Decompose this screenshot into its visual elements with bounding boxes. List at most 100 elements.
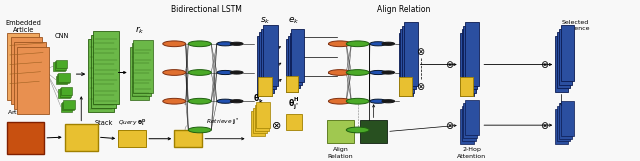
Circle shape (163, 41, 186, 47)
Bar (10, 37, 42, 104)
Bar (556, 109, 568, 144)
Text: $\otimes$: $\otimes$ (540, 59, 550, 70)
Bar (93, 31, 119, 104)
Circle shape (188, 127, 211, 133)
Bar (327, 120, 354, 143)
Bar (463, 26, 477, 89)
Text: Align: Align (333, 147, 348, 152)
Bar (261, 29, 276, 89)
Bar (465, 100, 479, 135)
Bar (399, 77, 412, 96)
Circle shape (163, 98, 186, 104)
Bar (61, 103, 72, 112)
Bar (255, 105, 269, 131)
Bar (257, 102, 271, 128)
Bar (559, 104, 572, 139)
Circle shape (346, 98, 369, 104)
Text: $\mathbf{\theta_{j^*}^H}$: $\mathbf{\theta_{j^*}^H}$ (288, 96, 300, 112)
Circle shape (346, 127, 369, 133)
Circle shape (230, 100, 243, 103)
Bar (8, 122, 44, 154)
Bar (174, 130, 202, 147)
Bar (559, 29, 572, 85)
Circle shape (230, 42, 243, 45)
Bar (557, 32, 570, 88)
Bar (130, 47, 148, 100)
Bar (263, 25, 278, 86)
Bar (285, 114, 302, 130)
Bar (13, 42, 45, 109)
Bar (134, 40, 152, 93)
Bar (360, 120, 387, 143)
Text: $\otimes$: $\otimes$ (271, 120, 282, 131)
Bar (88, 39, 114, 112)
Text: $\mathbf{\it{r_k}}$: $\mathbf{\it{r_k}}$ (135, 24, 145, 36)
Bar (118, 130, 146, 147)
Text: Article $\mathbf{D_i}$: Article $\mathbf{D_i}$ (8, 108, 38, 117)
Text: CNN: CNN (55, 33, 69, 39)
Text: $\otimes$: $\otimes$ (445, 59, 455, 70)
Text: LDA: LDA (73, 133, 90, 142)
Bar (8, 33, 39, 100)
Bar (404, 22, 419, 86)
Bar (561, 25, 573, 81)
Circle shape (382, 71, 395, 74)
Bar (251, 111, 265, 136)
Text: Relation: Relation (328, 154, 353, 159)
Bar (56, 76, 67, 85)
Text: Retrieve $\mathbf{j^*}$: Retrieve $\mathbf{j^*}$ (206, 116, 240, 127)
Circle shape (370, 70, 387, 75)
Bar (287, 36, 300, 88)
Text: $\otimes$: $\otimes$ (416, 46, 426, 57)
Bar (401, 29, 415, 93)
Circle shape (328, 41, 351, 47)
Bar (56, 60, 67, 68)
Bar (132, 43, 150, 96)
Text: Align Relation: Align Relation (377, 5, 430, 14)
Text: $\otimes$: $\otimes$ (416, 81, 426, 92)
Text: $\mathbf{\theta_k^s}$: $\mathbf{\theta_k^s}$ (253, 93, 264, 106)
Text: Embedded: Embedded (5, 20, 41, 26)
Bar (91, 35, 116, 108)
Circle shape (382, 42, 395, 45)
Bar (62, 102, 74, 110)
Circle shape (370, 99, 387, 103)
Circle shape (188, 41, 211, 47)
Text: $\mathbf{\it{e_k}}$: $\mathbf{\it{e_k}}$ (288, 16, 300, 26)
Circle shape (163, 70, 186, 75)
Text: 2-Hop: 2-Hop (462, 147, 481, 152)
Bar (461, 106, 476, 141)
Circle shape (382, 100, 395, 103)
Circle shape (328, 70, 351, 75)
Text: Attention: Attention (457, 154, 486, 159)
Circle shape (346, 41, 369, 47)
Circle shape (328, 98, 351, 104)
Bar (291, 29, 304, 82)
Bar (556, 36, 568, 92)
Circle shape (188, 70, 211, 75)
Bar (61, 87, 72, 95)
Circle shape (230, 71, 243, 74)
Bar (259, 32, 275, 93)
Text: $\otimes$: $\otimes$ (445, 120, 455, 131)
Bar (460, 33, 474, 96)
Circle shape (217, 70, 234, 75)
Bar (463, 103, 477, 138)
Bar (58, 89, 70, 98)
Text: Stack: Stack (95, 120, 113, 126)
Bar (460, 109, 474, 144)
Bar (465, 22, 479, 86)
Bar (257, 36, 273, 96)
Bar (253, 108, 267, 133)
Circle shape (217, 99, 234, 103)
Bar (557, 106, 570, 141)
Bar (460, 77, 473, 96)
Text: Corpus: Corpus (175, 136, 202, 142)
Circle shape (217, 42, 234, 46)
Circle shape (346, 70, 369, 75)
Text: Article: Article (13, 27, 34, 33)
Bar (461, 29, 476, 93)
Bar (561, 101, 573, 136)
Bar (65, 123, 98, 151)
Bar (399, 33, 413, 96)
